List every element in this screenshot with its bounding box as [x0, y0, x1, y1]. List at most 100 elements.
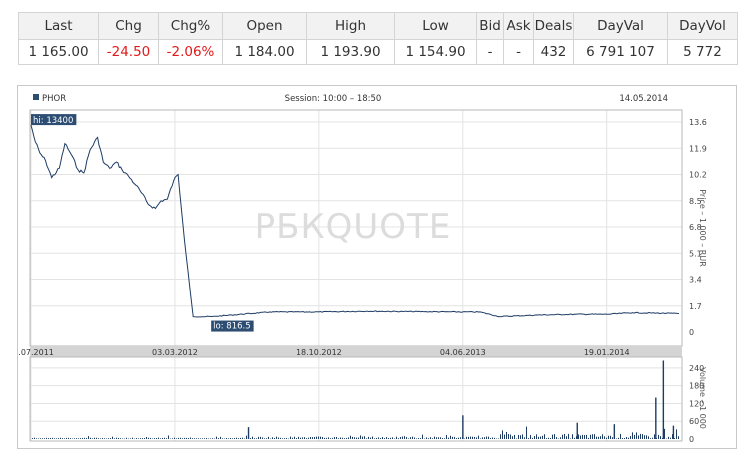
price-tick-label: 3.4: [689, 276, 702, 285]
volume-bar: [156, 438, 157, 439]
quote-table: Last Chg Chg% Open High Low Bid Ask Deal…: [18, 12, 738, 65]
volume-bar: [674, 438, 675, 439]
chart-date-label: 14.05.2014: [619, 94, 668, 104]
volume-bar: [340, 437, 341, 439]
price-axis: 0 1.7 3.4 5.1 6.8 8.5 10.2 11.9 13.6: [689, 118, 707, 337]
volume-bar: [374, 438, 375, 439]
volume-bar: [106, 438, 107, 439]
volume-bar: [82, 438, 83, 439]
volume-bar: [344, 438, 345, 439]
volume-bar: [498, 438, 499, 439]
volume-bar: [164, 437, 165, 439]
value-bid: -: [476, 39, 504, 65]
volume-bar: [434, 436, 435, 439]
volume-bar: [622, 438, 623, 439]
volume-bar: [338, 438, 339, 439]
volume-bar: [240, 437, 241, 439]
volume-bar: [282, 438, 283, 439]
volume-bar: [514, 434, 515, 439]
volume-bars: [32, 360, 679, 440]
volume-bar: [180, 437, 181, 439]
value-deals: 432: [533, 39, 574, 65]
volume-bar: [58, 438, 59, 439]
volume-bar: [528, 438, 529, 439]
volume-bar: [372, 436, 373, 439]
volume-bar: [376, 437, 377, 439]
volume-bar: [170, 438, 171, 440]
header-chg: Chg: [98, 12, 159, 40]
volume-bar: [370, 437, 371, 439]
date-tick-label: 18.10.2012: [296, 348, 342, 357]
ticker-legend-swatch: [33, 94, 39, 100]
volume-bar: [118, 437, 119, 439]
volume-bar: [570, 438, 571, 439]
volume-bar: [284, 438, 285, 439]
volume-bar: [424, 438, 425, 440]
volume-bar: [394, 438, 395, 440]
session-label: Session: 10:00 – 18:50: [285, 94, 382, 104]
volume-bar: [490, 438, 491, 439]
volume-bar: [532, 437, 533, 439]
volume-bar: [392, 437, 393, 439]
volume-bar: [672, 434, 673, 439]
volume-bar: [196, 438, 197, 439]
volume-bar: [224, 438, 225, 439]
volume-bar: [346, 437, 347, 439]
volume-bar: [138, 438, 139, 439]
volume-bar: [42, 438, 43, 439]
volume-bar: [504, 434, 505, 439]
watermark: РБКQUOTE: [255, 207, 452, 247]
volume-bar: [454, 436, 455, 439]
volume-bar: [544, 434, 545, 439]
volume-bar: [500, 434, 501, 439]
volume-bar: [560, 437, 561, 439]
volume-bar: [112, 436, 113, 439]
volume-bar: [256, 438, 257, 439]
date-tick-label: 19.01.2014: [584, 348, 630, 357]
volume-spike-bar: [462, 415, 464, 439]
volume-bar: [144, 438, 145, 439]
date-tick-label: 03.03.2012: [152, 348, 198, 357]
volume-bar: [432, 438, 433, 439]
volume-bar: [228, 438, 229, 439]
volume-bar: [192, 438, 193, 439]
date-tick-label: 18.07.2011: [18, 348, 54, 357]
volume-bar: [80, 438, 81, 439]
volume-bar: [606, 437, 607, 439]
volume-bar: [300, 437, 301, 439]
volume-bar: [100, 438, 101, 439]
volume-bar: [522, 434, 523, 439]
volume-bar: [212, 438, 213, 439]
volume-axis-title: Volume – 1 000: [698, 367, 707, 429]
volume-spike-bar: [672, 425, 675, 439]
volume-bar: [552, 434, 553, 439]
volume-bar: [166, 438, 167, 439]
volume-bar: [428, 438, 429, 439]
volume-bar: [418, 438, 419, 439]
volume-bar: [322, 436, 323, 439]
volume-bar: [396, 436, 397, 439]
volume-bar: [308, 437, 309, 439]
volume-bar: [600, 436, 601, 439]
volume-bar: [620, 433, 621, 439]
volume-bar: [562, 434, 563, 439]
value-dayval: 6 791 107: [573, 39, 668, 65]
volume-bar: [90, 437, 91, 439]
volume-bar: [576, 436, 577, 439]
volume-bar: [316, 436, 317, 439]
volume-bar: [64, 438, 65, 439]
volume-bar: [96, 437, 97, 439]
volume-bar: [512, 436, 513, 439]
volume-bar: [446, 434, 447, 439]
volume-bar: [554, 434, 555, 439]
volume-bar: [208, 438, 209, 439]
volume-bar: [232, 438, 233, 439]
volume-bar: [108, 438, 109, 439]
volume-bar: [48, 438, 49, 439]
value-open: 1 184.00: [222, 39, 307, 65]
price-tick-label: 0: [689, 328, 694, 337]
volume-bar: [142, 438, 143, 439]
volume-bar: [380, 437, 381, 439]
volume-bar: [246, 435, 247, 439]
volume-bar: [186, 437, 187, 439]
